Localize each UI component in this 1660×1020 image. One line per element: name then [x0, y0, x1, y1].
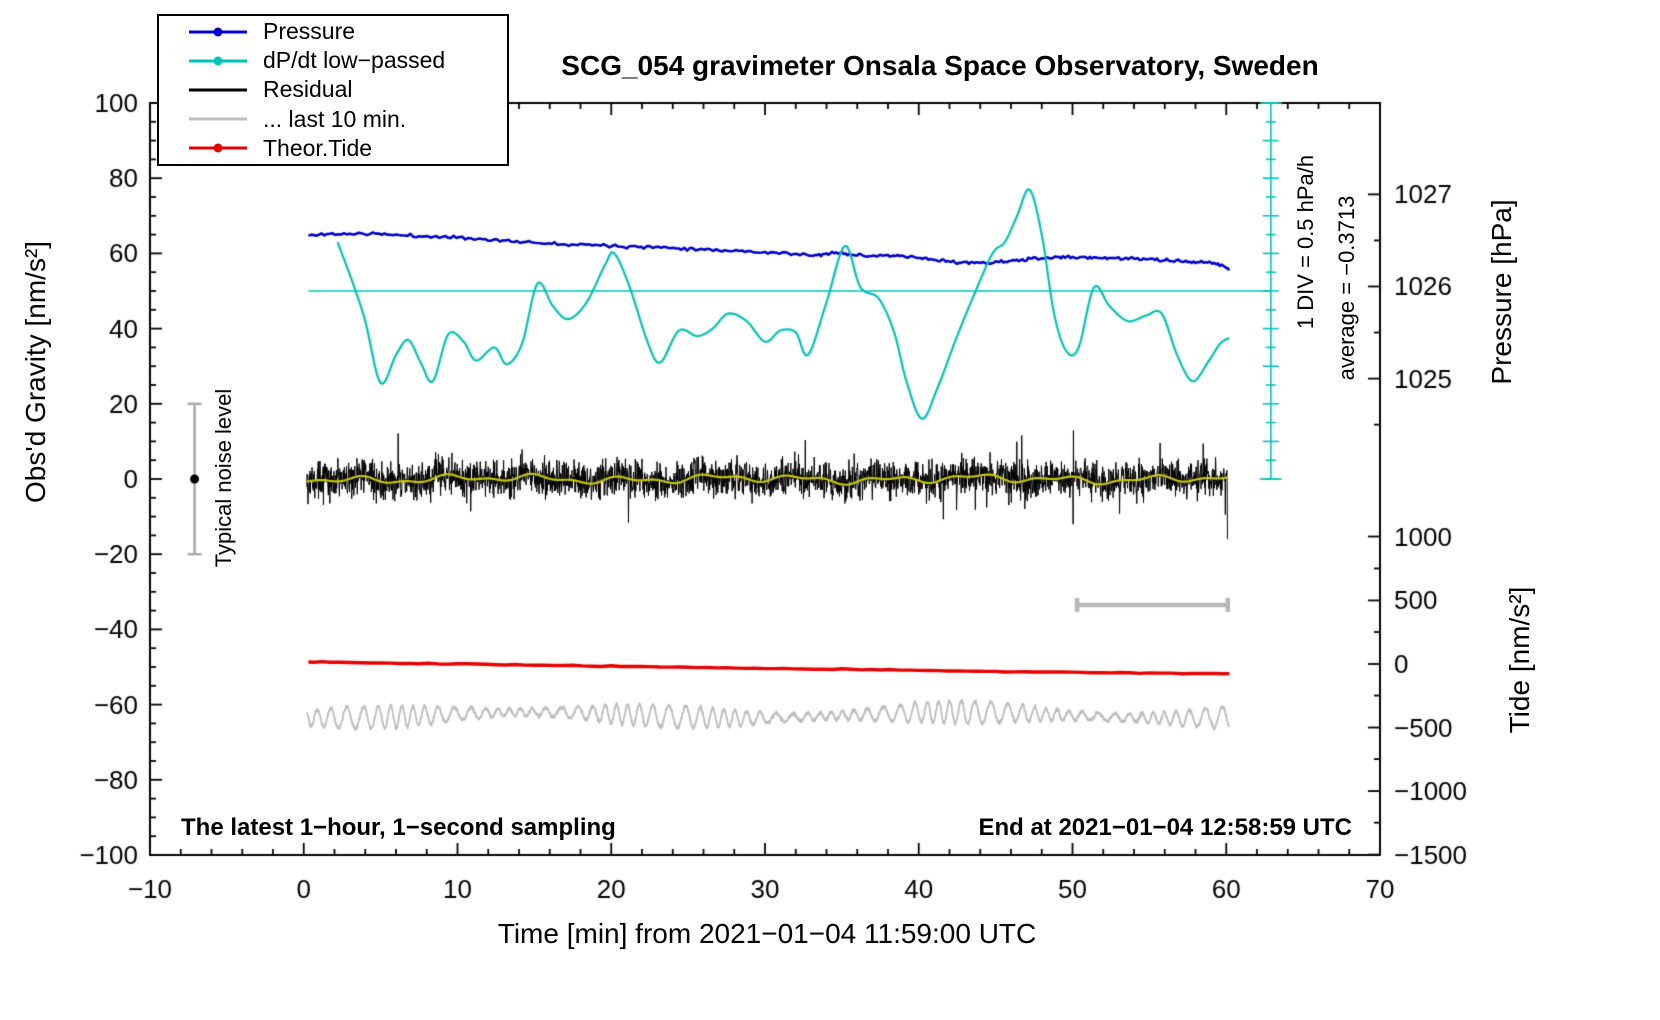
x-axis-label-time: Time [min] from 2021−01−04 11:59:00 UTC: [497, 918, 1037, 949]
legend-item-pressure: Pressure: [189, 18, 507, 45]
legend-label-residual: Residual: [263, 76, 353, 103]
legend-label-last10: ... last 10 min.: [263, 105, 407, 132]
footer-end-time-text: End at 2021−01−04 12:58:59 UTC: [978, 814, 1352, 841]
legend-swatch-tide-icon: [189, 138, 247, 158]
y2-axis-label-pressure: Pressure [hPa]: [1486, 199, 1517, 385]
legend-swatch-dpdt-icon: [189, 51, 247, 71]
div-scale-annotation: 1 DIV = 0.5 hPa/h: [1293, 154, 1318, 330]
noise-level-annotation: Typical noise level: [211, 388, 236, 568]
legend-item-dpdt: dP/dt low−passed: [189, 47, 507, 74]
legend-label-pressure: Pressure: [263, 18, 356, 45]
legend-label-dpdt: dP/dt low−passed: [263, 47, 446, 74]
legend-swatch-pressure-icon: [189, 22, 247, 42]
average-annotation: average = −0.3713: [1334, 195, 1359, 381]
legend-item-residual: Residual: [189, 76, 507, 103]
legend-label-tide: Theor.Tide: [263, 134, 373, 161]
footer-sampling-text: The latest 1−hour, 1−second sampling: [181, 814, 616, 841]
y2-axis-label-tide: Tide [nm/s²]: [1504, 586, 1535, 734]
legend-item-tide: Theor.Tide: [189, 135, 507, 162]
legend-item-last10: ... last 10 min.: [189, 106, 507, 133]
chart-legend: Pressure dP/dt low−passed Residual ... l…: [157, 14, 509, 166]
legend-swatch-residual-icon: [189, 80, 247, 100]
page-title: SCG_054 gravimeter Onsala Space Observat…: [561, 50, 1319, 81]
y-axis-label-gravity: Obs'd Gravity [nm/s²]: [20, 240, 51, 504]
legend-swatch-last10-icon: [189, 109, 247, 129]
